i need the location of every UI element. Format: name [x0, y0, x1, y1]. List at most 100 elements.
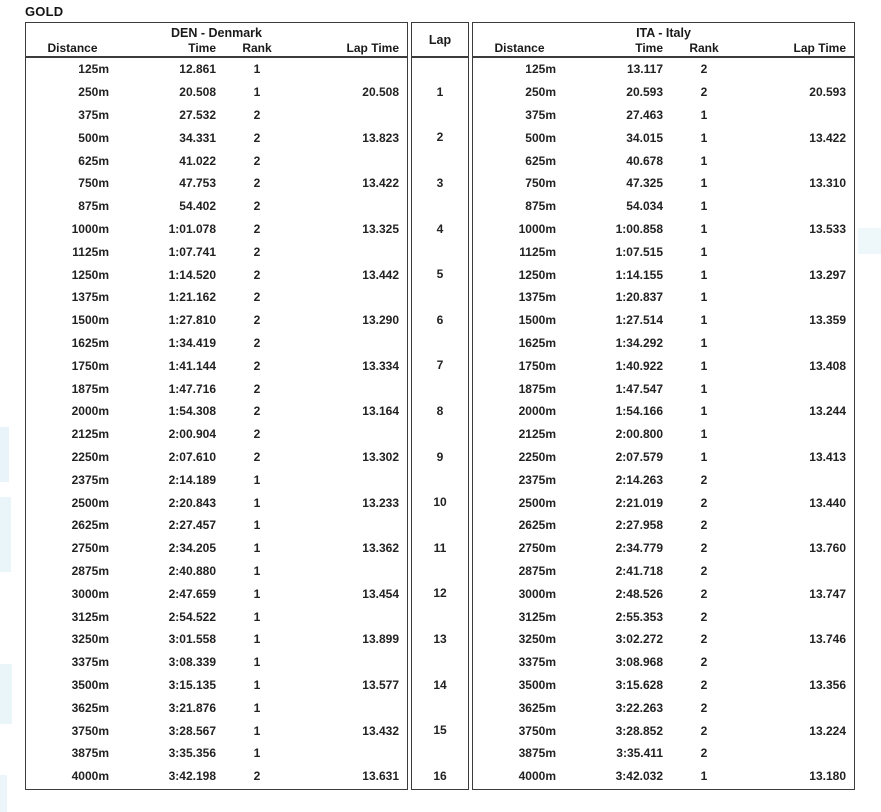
cell-lap-time: [296, 286, 407, 309]
cell-lap-time: [296, 742, 407, 765]
table-row: 2875m 2:40.880 1: [26, 560, 407, 583]
cell-lap-time: 13.325: [362, 221, 399, 236]
den-panel: DEN - Denmark Distance Time Rank Lap Tim…: [25, 22, 408, 790]
cell-time: 1:34.419: [168, 335, 216, 350]
cell-lap-time: [296, 332, 407, 355]
cell-distance: 3375m: [71, 655, 109, 670]
table-row: 125m 12.861 1: [26, 57, 407, 81]
cell-time: 34.331: [179, 130, 216, 145]
cell-rank: 2: [253, 381, 261, 396]
table-row: 4000m 3:42.032 1 13.180: [473, 765, 854, 788]
cell-distance: 2125m: [71, 427, 109, 442]
cell-distance: 3250m: [71, 632, 109, 647]
cell-distance: 250m: [525, 85, 556, 100]
cell-rank: 1: [253, 677, 261, 692]
cell-rank: 1: [253, 632, 261, 647]
ita-table-body: 125m 13.117 2 250m 20.593 2 20.593 375m 27.463 1 5…: [473, 57, 854, 788]
cell-time: 1:27.514: [615, 313, 663, 328]
table-row: 1125m 1:07.515 1: [473, 240, 854, 263]
cell-rank: 2: [700, 632, 708, 647]
cell-distance: 2750m: [518, 541, 556, 556]
cell-distance: 2500m: [71, 495, 109, 510]
cell-time: 1:47.547: [615, 381, 663, 396]
cell-time: 54.034: [626, 199, 663, 214]
cell-lap-time: [743, 468, 854, 491]
table-row: 2625m 2:27.457 1: [26, 514, 407, 537]
cell-distance: 3500m: [518, 677, 556, 692]
cell-rank: 2: [700, 700, 708, 715]
den-col-distance: Distance: [26, 40, 119, 58]
lap-number: 6: [436, 312, 444, 327]
cell-lap-time: 20.593: [809, 85, 846, 100]
cell-lap-time: [743, 240, 854, 263]
cell-lap-time: [743, 742, 854, 765]
lap-number: 15: [433, 723, 447, 738]
cell-rank: 2: [700, 586, 708, 601]
cell-rank: 1: [700, 107, 708, 122]
lap-column-header: Lap: [412, 23, 468, 58]
cell-time: 20.593: [626, 85, 663, 100]
ita-team-row: ITA - Italy: [473, 23, 854, 40]
cell-lap-time: 13.432: [362, 723, 399, 738]
table-row: 1750m 1:41.144 2 13.334: [26, 354, 407, 377]
den-table: DEN - Denmark Distance Time Rank Lap Tim…: [26, 23, 407, 788]
table-row: 3375m 3:08.968 2: [473, 651, 854, 674]
cell-time: 3:28.567: [168, 723, 216, 738]
cell-lap-time: [743, 514, 854, 537]
cell-lap-time: [743, 560, 854, 583]
cell-rank: 2: [253, 449, 261, 464]
lap-number: [412, 286, 468, 309]
cell-distance: 3000m: [518, 586, 556, 601]
cell-lap-time: [743, 104, 854, 127]
cell-lap-time: 13.233: [362, 495, 399, 510]
table-row: 2250m 2:07.610 2 13.302: [26, 446, 407, 469]
cell-distance: 125m: [78, 62, 109, 77]
cell-time: 3:42.198: [168, 769, 216, 784]
lap-number: [412, 468, 468, 491]
cell-rank: 2: [700, 609, 708, 624]
cell-time: 3:08.339: [168, 655, 216, 670]
cell-distance: 500m: [78, 130, 109, 145]
cell-lap-time: [743, 286, 854, 309]
cell-distance: 2250m: [71, 449, 109, 464]
cell-rank: 1: [253, 723, 261, 738]
cell-time: 1:14.155: [615, 267, 663, 282]
lap-number: [412, 696, 468, 719]
cell-distance: 1250m: [518, 267, 556, 282]
cell-distance: 875m: [78, 199, 109, 214]
cell-rank: 1: [253, 85, 261, 100]
cell-rank: 1: [700, 199, 708, 214]
lap-number: 4: [436, 221, 444, 236]
table-row: 625m 41.022 2: [26, 149, 407, 172]
cell-time: 2:07.579: [615, 449, 663, 464]
cell-distance: 2125m: [518, 427, 556, 442]
cell-time: 2:14.263: [615, 472, 663, 487]
table-row: 3250m 3:02.272 2 13.746: [473, 628, 854, 651]
table-row: 3750m 3:28.852 2 13.224: [473, 719, 854, 742]
cell-distance: 3250m: [518, 632, 556, 647]
cell-rank: 1: [253, 541, 261, 556]
cell-lap-time: 13.577: [362, 677, 399, 692]
cell-distance: 2500m: [518, 495, 556, 510]
cell-lap-time: [743, 57, 854, 81]
den-col-lap-time: Lap Time: [296, 40, 407, 58]
lap-number: 7: [436, 358, 444, 373]
cell-rank: 2: [253, 427, 261, 442]
cell-distance: 1375m: [518, 290, 556, 305]
cell-time: 2:41.718: [615, 563, 663, 578]
cell-distance: 625m: [78, 153, 109, 168]
cell-distance: 1750m: [518, 358, 556, 373]
cell-time: 3:35.411: [616, 746, 663, 761]
cell-lap-time: [296, 605, 407, 628]
table-row: 1500m 1:27.514 1 13.359: [473, 309, 854, 332]
cell-distance: 3625m: [518, 700, 556, 715]
cell-time: 20.508: [179, 85, 216, 100]
cell-rank: 2: [253, 176, 261, 191]
lap-number: 10: [433, 495, 447, 510]
cell-lap-time: [743, 696, 854, 719]
cell-lap-time: [296, 104, 407, 127]
cell-rank: 2: [253, 199, 261, 214]
lap-number: 13: [433, 631, 447, 646]
cell-lap-time: [296, 195, 407, 218]
cell-rank: 1: [700, 267, 708, 282]
